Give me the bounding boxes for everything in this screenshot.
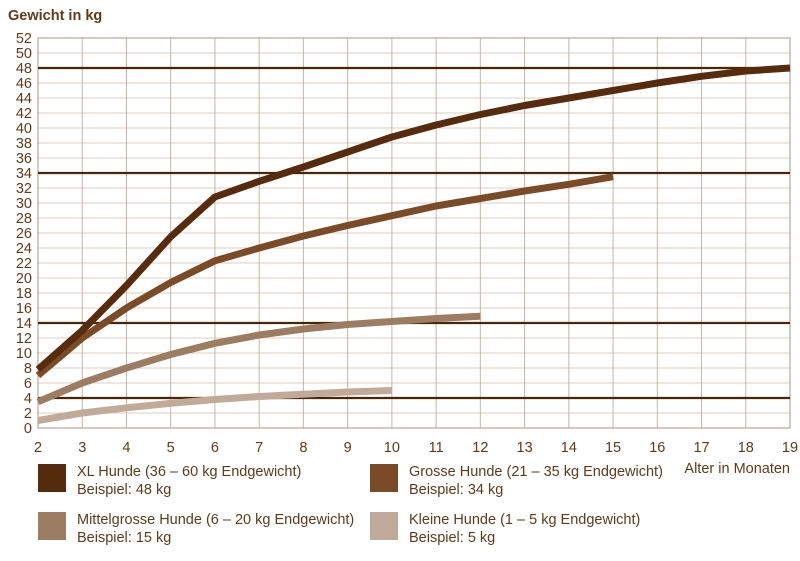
y-tick-label: 40 bbox=[16, 121, 32, 137]
x-tick-label: 10 bbox=[384, 440, 400, 456]
x-tick-label: 4 bbox=[122, 440, 130, 456]
y-tick-label: 28 bbox=[16, 211, 32, 227]
y-tick-label: 0 bbox=[24, 421, 32, 437]
y-tick-label: 2 bbox=[24, 406, 32, 422]
y-tick-label: 26 bbox=[16, 226, 32, 242]
y-tick-label: 14 bbox=[16, 316, 32, 332]
x-tick-label: 6 bbox=[211, 440, 219, 456]
legend-item-grosse: Grosse Hunde (21 – 35 kg Endgewicht) Bei… bbox=[370, 464, 790, 499]
legend-swatch-grosse bbox=[370, 464, 398, 492]
x-tick-label: 14 bbox=[561, 440, 577, 456]
legend-swatch-kleine bbox=[370, 512, 398, 541]
y-tick-label: 46 bbox=[16, 76, 32, 92]
x-tick-label: 15 bbox=[605, 440, 621, 456]
y-tick-label: 16 bbox=[16, 301, 32, 317]
x-tick-label: 2 bbox=[34, 440, 42, 456]
y-tick-label: 22 bbox=[16, 256, 32, 272]
legend-label-mittelgrosse: Mittelgrosse Hunde (6 – 20 kg Endgewicht… bbox=[77, 512, 355, 529]
x-tick-label: 18 bbox=[738, 440, 754, 456]
legend-item-kleine: Kleine Hunde (1 – 5 kg Endgewicht) Beisp… bbox=[370, 512, 790, 547]
chart-legend: XL Hunde (36 – 60 kg Endgewicht) Beispie… bbox=[38, 464, 790, 548]
x-tick-label: 11 bbox=[429, 440, 444, 456]
y-tick-label: 8 bbox=[24, 361, 32, 377]
x-axis-label: Alter in Monaten bbox=[684, 461, 790, 477]
y-tick-label: 10 bbox=[16, 346, 32, 362]
x-tick-label: 17 bbox=[693, 440, 709, 456]
y-tick-label: 48 bbox=[16, 61, 32, 77]
y-tick-label: 24 bbox=[16, 241, 32, 257]
y-tick-label: 18 bbox=[16, 286, 32, 302]
x-tick-label: 3 bbox=[78, 440, 86, 456]
y-tick-label: 4 bbox=[24, 391, 32, 407]
y-tick-label: 20 bbox=[16, 271, 32, 287]
plot-border bbox=[37, 37, 791, 429]
x-tick-label: 19 bbox=[782, 440, 798, 456]
legend-label-xl: XL Hunde (36 – 60 kg Endgewicht) bbox=[77, 464, 302, 480]
legend-label-grosse: Grosse Hunde (21 – 35 kg Endgewicht) bbox=[409, 464, 663, 480]
x-tick-label: 9 bbox=[344, 440, 352, 456]
growth-curve bbox=[35, 173, 614, 379]
x-tick-label: 16 bbox=[649, 440, 665, 456]
legend-example-kleine: Beispiel: 5 kg bbox=[409, 530, 496, 547]
y-tick-label: 30 bbox=[16, 196, 32, 212]
legend-item-mittelgrosse: Mittelgrosse Hunde (6 – 20 kg Endgewicht… bbox=[38, 512, 370, 547]
x-tick-label: 7 bbox=[255, 440, 263, 456]
y-tick-label: 44 bbox=[16, 91, 32, 107]
legend-label-kleine: Kleine Hunde (1 – 5 kg Endgewicht) bbox=[409, 512, 641, 529]
growth-curve bbox=[36, 312, 481, 406]
x-tick-label: 13 bbox=[517, 440, 533, 456]
x-tick-label: 8 bbox=[299, 440, 307, 456]
y-tick-label: 32 bbox=[16, 181, 32, 197]
legend-example-xl: Beispiel: 48 kg bbox=[77, 481, 172, 498]
y-tick-label: 6 bbox=[24, 376, 32, 392]
legend-swatch-mittelgrosse bbox=[38, 512, 66, 541]
y-tick-label: 38 bbox=[16, 136, 32, 152]
y-tick-label: 12 bbox=[16, 331, 32, 347]
y-tick-label: 36 bbox=[16, 151, 32, 167]
legend-example-mittelgrosse: Beispiel: 15 kg bbox=[77, 530, 172, 547]
x-tick-label: 5 bbox=[167, 440, 175, 456]
y-tick-label: 34 bbox=[16, 166, 32, 182]
growth-curve bbox=[35, 64, 791, 373]
legend-swatch-xl bbox=[38, 464, 66, 492]
legend-example-grosse: Beispiel: 34 kg bbox=[409, 481, 504, 498]
x-tick-label: 12 bbox=[472, 440, 488, 456]
growth-curve bbox=[37, 387, 393, 424]
y-tick-label: 50 bbox=[16, 46, 32, 62]
chart-title: Gewicht in kg bbox=[8, 8, 103, 24]
y-tick-label: 42 bbox=[16, 106, 32, 122]
legend-item-xl: XL Hunde (36 – 60 kg Endgewicht) Beispie… bbox=[38, 464, 370, 499]
y-tick-label: 52 bbox=[16, 31, 32, 47]
